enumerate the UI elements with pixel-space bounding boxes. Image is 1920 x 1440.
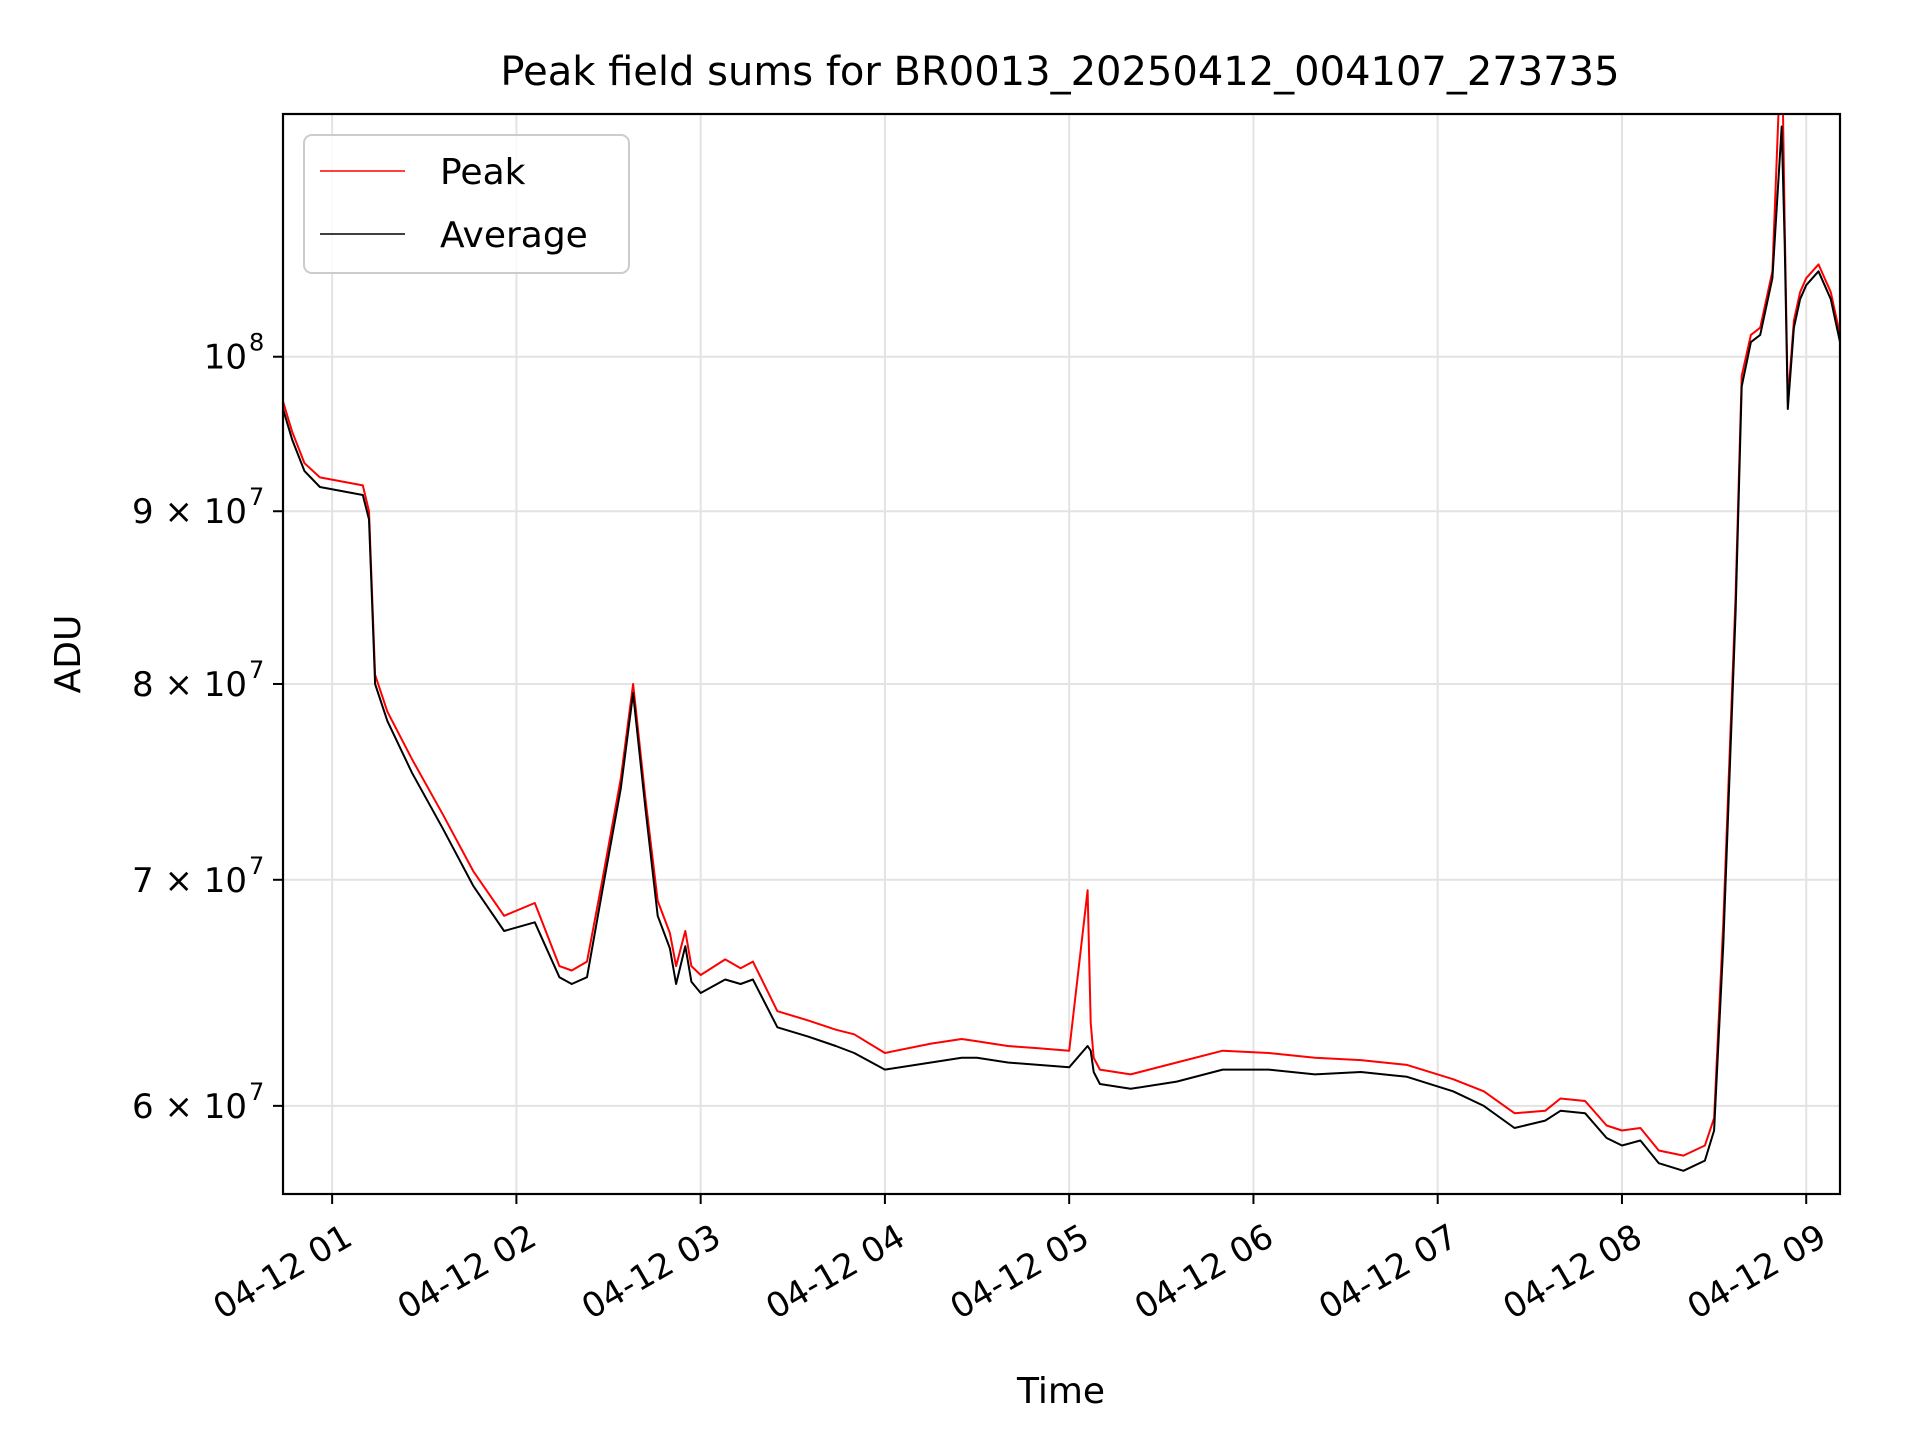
y-axis-label: ADU xyxy=(48,615,89,694)
legend-label-average: Average xyxy=(440,215,588,256)
x-axis-label: Time xyxy=(1016,1371,1105,1412)
y-tick-label: 9 × 10 xyxy=(132,492,247,532)
y-tick-exponent: 7 xyxy=(249,483,264,511)
y-tick-label: 7 × 10 xyxy=(132,861,247,901)
chart-title: Peak field sums for BR0013_20250412_0041… xyxy=(500,49,1619,95)
legend-box xyxy=(303,134,630,274)
legend-label-peak: Peak xyxy=(440,152,526,193)
y-tick-exponent: 8 xyxy=(249,329,264,357)
y-tick-exponent: 7 xyxy=(249,1078,264,1106)
y-tick-exponent: 7 xyxy=(249,852,264,880)
axes-frame xyxy=(281,112,1842,1196)
y-tick-label: 6 × 10 xyxy=(132,1087,247,1127)
series-line-average xyxy=(283,125,1840,1172)
y-tick-label: 8 × 10 xyxy=(132,665,247,705)
plot-series-group xyxy=(283,114,1840,1172)
y-tick-exponent: 7 xyxy=(249,656,264,684)
legend: Peak Average xyxy=(303,134,630,274)
grid xyxy=(283,114,1840,1194)
y-tick-label: 10 xyxy=(204,338,247,378)
